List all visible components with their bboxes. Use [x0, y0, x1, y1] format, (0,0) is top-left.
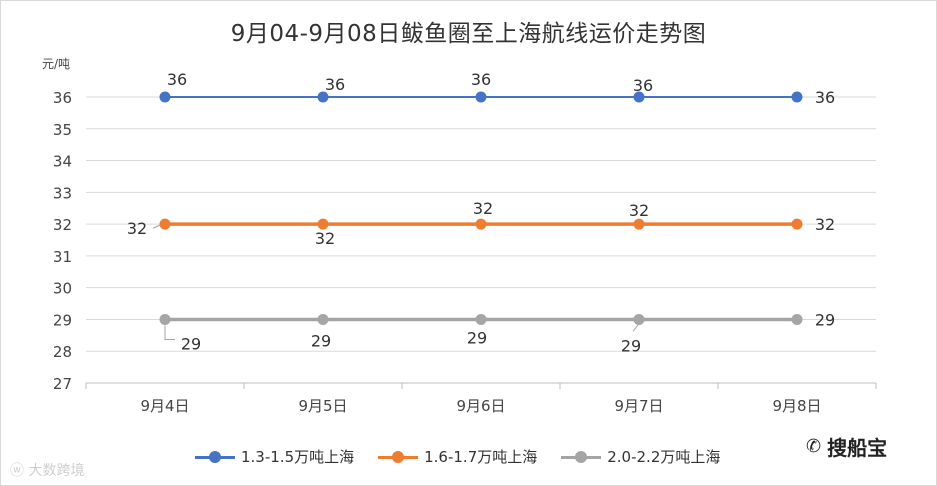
data-point	[159, 218, 171, 230]
data-point	[791, 91, 803, 103]
legend-label: 2.0-2.2万吨上海	[607, 448, 721, 466]
y-tick-label: 33	[53, 184, 72, 202]
legend-label: 1.6-1.7万吨上海	[424, 448, 538, 466]
legend-item: 1.3-1.5万吨上海	[195, 446, 354, 467]
x-tick-label: 9月7日	[614, 397, 663, 415]
wechat-icon: ✆	[806, 436, 822, 457]
legend-swatch	[195, 450, 235, 463]
data-label: 32	[473, 199, 493, 218]
label-leader-line	[152, 224, 161, 229]
label-leader-line	[632, 323, 640, 332]
data-point	[791, 313, 803, 325]
label-leader-line	[164, 325, 175, 340]
data-label: 32	[629, 201, 649, 220]
x-tick-label: 9月6日	[456, 397, 505, 415]
chart-legend: 1.3-1.5万吨上海 1.6-1.7万吨上海 2.0-2.2万吨上海	[195, 446, 720, 467]
data-label: 29	[467, 328, 487, 347]
data-label: 36	[167, 70, 187, 89]
legend-item: 1.6-1.7万吨上海	[378, 446, 537, 467]
data-point	[633, 313, 645, 325]
legend-swatch	[378, 450, 419, 463]
data-label: 36	[633, 76, 653, 95]
data-label: 29	[621, 336, 641, 355]
legend-label: 1.3-1.5万吨上海	[241, 448, 355, 466]
data-label: 32	[315, 229, 335, 248]
data-point	[791, 218, 803, 230]
data-point	[633, 91, 645, 103]
series-2: 32 32 32 32 32	[127, 199, 835, 248]
legend-item: 2.0-2.2万吨上海	[561, 446, 720, 467]
legend-swatch-marker	[392, 450, 405, 463]
data-point	[475, 218, 487, 230]
x-tick-label: 9月8日	[772, 397, 821, 415]
data-label: 32	[815, 215, 835, 234]
data-point	[633, 218, 645, 230]
data-label: 36	[815, 88, 835, 107]
watermark-left-text: 大数跨境	[28, 463, 85, 479]
series-1: 36 36 36 36 36	[159, 70, 835, 107]
weibo-icon: ⓦ	[10, 463, 24, 479]
data-point	[159, 91, 171, 103]
x-tick-label: 9月5日	[298, 397, 347, 415]
data-label: 29	[311, 331, 331, 350]
data-point	[475, 313, 487, 325]
data-point	[317, 218, 329, 230]
y-tick-label: 35	[53, 121, 72, 139]
data-label: 32	[127, 219, 147, 238]
y-tick-label: 29	[53, 311, 72, 329]
watermark-left: ⓦ 大数跨境	[10, 460, 84, 480]
y-axis-unit-label: 元/吨	[42, 57, 71, 71]
x-tick-label: 9月4日	[140, 397, 189, 415]
data-point	[317, 91, 329, 103]
data-label: 29	[181, 334, 201, 353]
data-point	[159, 313, 171, 325]
data-point	[317, 313, 329, 325]
y-tick-label: 32	[53, 216, 72, 234]
data-label: 29	[815, 310, 835, 329]
y-tick-label: 31	[53, 248, 72, 266]
data-label: 36	[325, 75, 345, 94]
watermark-right: ✆ 搜船宝	[806, 432, 887, 461]
y-tick-label: 34	[53, 153, 72, 171]
y-tick-label: 30	[53, 280, 72, 298]
legend-swatch-marker	[575, 450, 588, 463]
watermark-right-text: 搜船宝	[827, 436, 888, 460]
data-label: 36	[471, 70, 491, 89]
legend-swatch	[561, 450, 602, 463]
legend-swatch-marker	[209, 450, 221, 463]
y-tick-label: 27	[53, 375, 72, 393]
chart-title: 9月04-9月08日鲅鱼圈至上海航线运价走势图	[230, 21, 707, 47]
y-tick-label: 28	[53, 343, 72, 361]
series-3: 29 29 29 29 29	[159, 310, 835, 355]
y-tick-label: 36	[53, 89, 72, 107]
data-point	[475, 91, 487, 103]
